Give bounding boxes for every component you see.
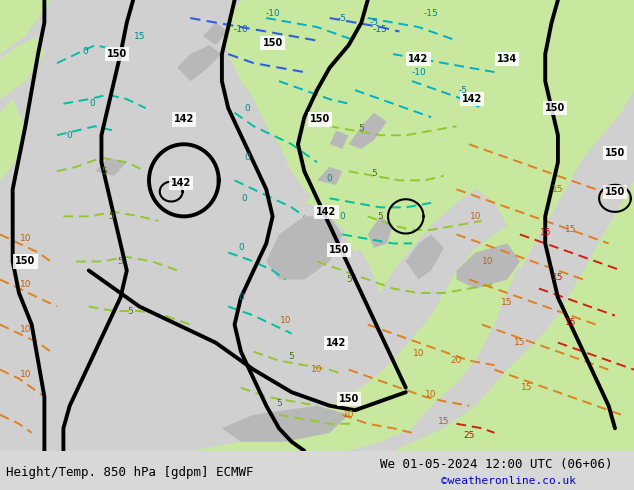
Text: 142: 142 [171, 177, 191, 188]
Text: 5: 5 [377, 212, 384, 221]
Text: -5: -5 [370, 18, 378, 27]
Text: 15: 15 [501, 297, 513, 307]
Text: 25: 25 [463, 431, 475, 440]
Text: 150: 150 [605, 187, 625, 196]
Text: 20: 20 [451, 356, 462, 365]
Text: 142: 142 [316, 207, 337, 217]
Text: 142: 142 [462, 94, 482, 104]
Text: 10: 10 [20, 234, 31, 244]
Text: 0: 0 [241, 194, 247, 203]
Text: 15: 15 [134, 31, 145, 41]
Polygon shape [203, 23, 228, 45]
Text: 15: 15 [438, 417, 450, 426]
Text: 10: 10 [343, 410, 354, 419]
Text: 15: 15 [514, 338, 526, 347]
Text: 0: 0 [238, 293, 244, 302]
Text: 10: 10 [470, 212, 481, 221]
Text: 150: 150 [339, 394, 359, 404]
Polygon shape [222, 406, 349, 442]
Text: 142: 142 [408, 53, 429, 64]
Text: 134: 134 [497, 53, 517, 64]
Text: Height/Temp. 850 hPa [gdpm] ECMWF: Height/Temp. 850 hPa [gdpm] ECMWF [6, 466, 254, 479]
Polygon shape [0, 99, 25, 180]
Text: 0: 0 [244, 104, 250, 113]
Text: 10: 10 [280, 316, 291, 324]
Text: -5: -5 [338, 14, 347, 23]
Text: -10: -10 [265, 9, 280, 18]
Text: 15: 15 [552, 273, 564, 282]
Text: 150: 150 [605, 148, 625, 158]
Polygon shape [342, 189, 393, 252]
Text: 142: 142 [326, 338, 346, 347]
Text: 0: 0 [82, 48, 89, 56]
Text: 5: 5 [108, 212, 114, 221]
Text: 15: 15 [521, 383, 532, 392]
Text: 0: 0 [67, 131, 73, 140]
Text: 10: 10 [311, 365, 323, 374]
Text: 10: 10 [20, 279, 31, 289]
Polygon shape [317, 167, 342, 185]
Text: 5: 5 [117, 257, 124, 266]
Text: 150: 150 [107, 49, 127, 59]
Polygon shape [406, 234, 444, 279]
Text: 0: 0 [238, 244, 244, 252]
Text: We 01-05-2024 12:00 UTC (06+06): We 01-05-2024 12:00 UTC (06+06) [380, 458, 613, 471]
Text: 5: 5 [346, 275, 352, 284]
Text: 15: 15 [565, 225, 576, 234]
Text: -5: -5 [458, 86, 467, 95]
Text: 5: 5 [276, 399, 282, 408]
Text: 150: 150 [329, 245, 349, 255]
Text: 10: 10 [425, 390, 437, 399]
Text: 10: 10 [413, 349, 424, 358]
Text: 5: 5 [358, 124, 365, 133]
Polygon shape [222, 0, 634, 293]
Text: 15: 15 [552, 185, 564, 194]
Text: 150: 150 [262, 38, 283, 48]
Polygon shape [95, 158, 127, 176]
Polygon shape [0, 0, 51, 54]
Text: 0: 0 [339, 212, 346, 221]
Text: ©weatheronline.co.uk: ©weatheronline.co.uk [441, 476, 576, 486]
Text: -15: -15 [424, 9, 439, 18]
Text: 5: 5 [101, 167, 108, 176]
Text: 0: 0 [244, 153, 250, 162]
Polygon shape [456, 244, 520, 289]
Text: 15: 15 [565, 318, 576, 327]
Text: 10: 10 [482, 257, 494, 266]
Text: 0: 0 [327, 173, 333, 183]
Text: 0: 0 [89, 99, 95, 108]
Text: 142: 142 [174, 115, 194, 124]
Text: -15: -15 [373, 25, 388, 34]
Text: 5: 5 [371, 169, 377, 178]
Polygon shape [304, 135, 444, 234]
Text: 5: 5 [127, 307, 133, 316]
Polygon shape [190, 225, 520, 451]
Polygon shape [368, 217, 393, 248]
Text: -10: -10 [233, 25, 249, 34]
Text: -10: -10 [411, 68, 426, 76]
Polygon shape [266, 217, 342, 279]
Text: 150: 150 [545, 103, 565, 113]
Polygon shape [178, 45, 222, 81]
Text: 150: 150 [310, 115, 330, 124]
Text: 150: 150 [15, 256, 36, 267]
Polygon shape [349, 113, 387, 149]
Polygon shape [330, 131, 349, 149]
Text: 10: 10 [20, 324, 31, 334]
Text: 10: 10 [20, 369, 31, 379]
Text: 5: 5 [288, 352, 295, 361]
Text: 15: 15 [540, 228, 551, 237]
Polygon shape [393, 180, 634, 451]
Polygon shape [0, 36, 44, 99]
